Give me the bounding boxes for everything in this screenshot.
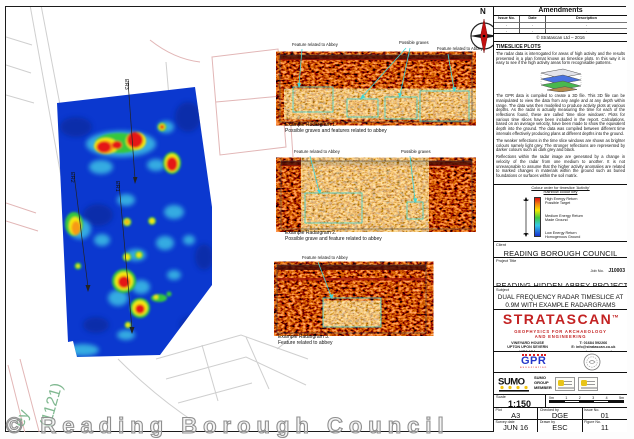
transect-lines (73, 80, 138, 334)
sumo-group-member: SUMO GROUP MEMBER (534, 375, 552, 390)
trademark: TM (612, 313, 619, 319)
project-box: Project Title Job No. J10003 READING HID… (494, 258, 627, 287)
svg-text:SUMO: SUMO (498, 377, 525, 388)
copyright: © Stratascan Ltd – 2016 (494, 34, 627, 42)
amendments-cell: - (520, 29, 546, 33)
amendments-cell: - (494, 29, 520, 33)
gpr-logo: GPR association (519, 354, 548, 370)
timeslice-3d-diagram (496, 68, 625, 93)
client-box: Client READING BOROUGH COUNCIL (494, 242, 627, 258)
colour-key-title: Colour order for timeslice 'Activity' (531, 185, 590, 190)
amendments-col-header: Description (546, 16, 627, 23)
annotation-leaders (297, 47, 457, 99)
company-address: VINEYARD HOUSE UPTON UPON SEVERN WR8 0SA (507, 340, 548, 352)
amendments-cell: - (585, 29, 588, 34)
radargram-2-annotation: Possible graves (401, 149, 431, 154)
watermark: © Reading Borough Council (5, 412, 450, 438)
client-label: Client (496, 242, 506, 247)
company-tagline: GEOPHYSICS FOR ARCHAEOLOGY (514, 329, 607, 334)
colour-key-label-low: Low Energy Return Homogenous Ground (545, 230, 581, 239)
project-title-label: Project Title (496, 258, 517, 263)
seal-logo (583, 353, 601, 371)
transect-label-er2: ER2 (69, 172, 75, 183)
radargram-2-annotation: Feature related to Abbey (294, 149, 340, 154)
drawn-by-cell: Drawn by ESC (538, 420, 583, 432)
logos-row: GPR association (494, 352, 627, 373)
radargram-3-caption: Example Radargram 3. Feature related to … (278, 334, 333, 346)
annotation-boxes (292, 86, 470, 122)
radargram-1-annotation: Possible graves (399, 40, 429, 45)
scale-value: 1:150 (507, 398, 532, 408)
radargram-1-caption: Example Radargram 1. Possible graves and… (285, 122, 387, 134)
colour-scale-bar (534, 196, 541, 237)
timeslice-heading: TIMESLICE PLOTS (496, 44, 541, 50)
job-no-label: Job No. (590, 268, 604, 273)
radargram-1-annotation: Feature related to Abbey (292, 42, 338, 47)
info-grid: Plot A3 Checked by DGE Issue No. 01 Surv… (494, 408, 627, 432)
plot-cell: Plot A3 (494, 408, 539, 420)
site-plan: ER3 ER1 ER2 ey (1121) (6, 7, 309, 432)
radargram-3 (274, 252, 434, 336)
timeslice-para2: The GPR data is compiled to create a 3D … (496, 93, 625, 136)
certification-badge (554, 376, 575, 391)
subject-box: Subject DUAL FREQUENCY RADAR TIMESLICE A… (494, 287, 627, 310)
project-title-value: READING HIDDEN ABBEY PROJECT (496, 281, 627, 287)
amendments-col-header: Date (520, 16, 546, 23)
radargram-1-annotation: Feature related to Abbey (437, 46, 483, 51)
colour-key: Colour order for timeslice 'Activity' Ra… (494, 185, 627, 242)
annotation-leaders (309, 155, 418, 203)
amendments-col-header: Issue No. (494, 16, 520, 23)
company-box: STRATASCANTM GEOPHYSICS FOR ARCHAEOLOGY … (494, 310, 627, 352)
company-tagline2: AND ENGINEERING (534, 334, 587, 339)
amendments-title: Amendments (494, 7, 627, 16)
radargram-2-caption: Example Radargram 2. Possible grave and … (285, 230, 382, 242)
scale-box: Scale 1:150 0m 1 2 3 4 5m (494, 395, 627, 408)
gpr-dots (521, 354, 546, 357)
map-label-ey: ey (11, 407, 33, 429)
stratascan-logo: STRATASCAN (502, 311, 613, 327)
title-block: Amendments Issue No. Date Description - … (493, 7, 627, 432)
timeslice-para3: The weaker reflections in the time slice… (496, 137, 625, 153)
amendments-cell: - (494, 22, 520, 30)
timeslice-notes: TIMESLICE PLOTS The radar data is interr… (494, 42, 627, 185)
radargram-2 (276, 146, 476, 232)
sumo-logo: SUMO (498, 377, 529, 392)
annotation-box (322, 297, 382, 328)
colour-key-label-high: High Energy Return Possible Target (545, 196, 578, 206)
transect-label-er3: ER3 (123, 79, 129, 90)
timeslice-para1: The radar data is interrogated for areas… (496, 51, 625, 66)
transect-label-er1: ER1 (114, 181, 120, 192)
amendments-cell: - (520, 22, 546, 30)
company-contact: T: 01684 592266 E: info@stratascan.co.uk… (571, 340, 616, 352)
colour-key-label-medium: Medium Energy Return Made Ground (545, 213, 583, 222)
map-linework-pink (6, 39, 294, 432)
depth-arrow (523, 196, 529, 237)
issue-no-cell: Issue No. 01 (582, 408, 627, 420)
subject-value: DUAL FREQUENCY RADAR TIMESLICE AT 0.9M W… (497, 293, 624, 309)
colour-key-title2: Rainbow colour key (543, 189, 578, 195)
radargram-1 (276, 38, 476, 126)
job-no-value: J10003 (608, 268, 625, 274)
timeslice-para4: Reflections within the radar image are g… (496, 154, 625, 178)
north-label: N (480, 7, 486, 16)
survey-date-cell: Survey date JUN 16 (494, 420, 539, 432)
sumo-row: SUMO SUMO GROUP MEMBER (494, 373, 627, 395)
client-value: READING BOROUGH COUNCIL (503, 249, 618, 258)
subject-label: Subject (496, 287, 509, 292)
radargram-3-annotation: Feature related to Abbey (302, 255, 348, 260)
scale-bar: 0m 1 2 3 4 5m (546, 395, 627, 407)
annotation-leader (317, 261, 334, 299)
checked-by-cell: Checked by DGE (538, 408, 583, 420)
certification-badge (577, 376, 598, 391)
scale-label: Scale (496, 395, 506, 399)
heatmap (57, 87, 212, 357)
figure-no-cell: Figure No. 11 (584, 420, 609, 432)
amendments-table: Amendments Issue No. Date Description - … (494, 7, 627, 34)
amendments-cell: - (546, 23, 627, 30)
